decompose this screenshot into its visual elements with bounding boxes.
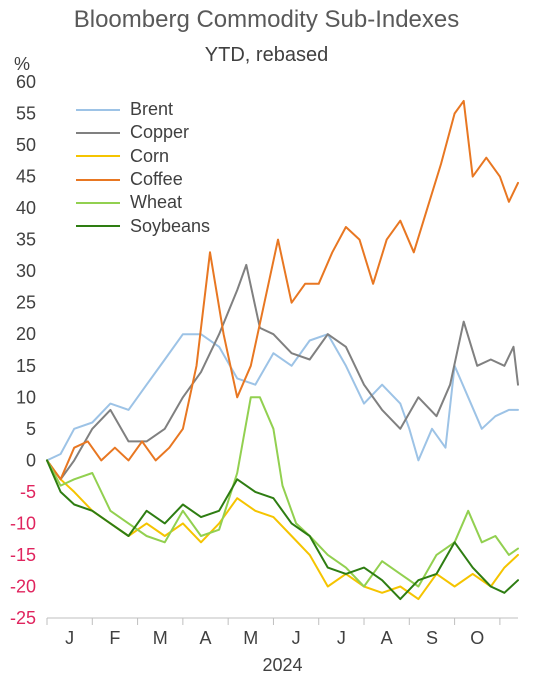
legend-swatch: [76, 178, 120, 181]
legend-item-soybeans: Soybeans: [76, 214, 210, 237]
y-tick-label: 30: [16, 261, 36, 281]
y-tick-label: -20: [10, 576, 36, 596]
legend: Brent Copper Corn Coffee Wheat Soybeans: [76, 98, 210, 238]
x-tick-label: M: [153, 628, 168, 648]
y-tick-label: 25: [16, 293, 36, 313]
x-tick-label: A: [381, 628, 393, 648]
legend-label: Brent: [130, 99, 174, 120]
legend-swatch: [76, 155, 120, 158]
x-tick-label: J: [292, 628, 301, 648]
legend-item-coffee: Coffee: [76, 168, 210, 191]
chart-subtitle: YTD, rebased: [204, 44, 329, 66]
legend-item-brent: Brent: [76, 98, 210, 121]
y-tick-label: 50: [16, 135, 36, 155]
x-tick-label: J: [65, 628, 74, 648]
y-tick-label: 10: [16, 387, 36, 407]
y-tick-label: -25: [10, 608, 36, 628]
x-tick-label: F: [109, 628, 120, 648]
legend-label: Coffee: [130, 169, 183, 190]
legend-item-corn: Corn: [76, 145, 210, 168]
y-axis-unit: %: [14, 54, 31, 74]
x-tick-label: M: [243, 628, 258, 648]
x-tick-label: O: [470, 628, 484, 648]
x-tick-label: S: [426, 628, 438, 648]
series-line-brent: [46, 333, 519, 462]
series-line-soybeans: [46, 459, 519, 601]
legend-label: Soybeans: [130, 215, 211, 236]
legend-label: Wheat: [130, 192, 183, 213]
y-tick-label: 20: [16, 324, 36, 344]
legend-swatch: [76, 131, 120, 134]
x-year-label: 2024: [262, 655, 302, 675]
legend-swatch: [76, 108, 120, 111]
y-tick-label: 60: [16, 72, 36, 92]
chart-title: Bloomberg Commodity Sub-Indexes: [73, 6, 460, 33]
legend-item-wheat: Wheat: [76, 191, 210, 214]
series-line-coffee: [46, 99, 519, 481]
y-tick-label: 5: [26, 419, 36, 439]
series-lines: [46, 99, 519, 601]
legend-swatch: [76, 225, 120, 228]
x-tick-label: A: [200, 628, 212, 648]
y-tick-label: 35: [16, 230, 36, 250]
y-tick-label: -15: [10, 545, 36, 565]
y-tick-label: 45: [16, 167, 36, 187]
y-tick-label: 0: [26, 450, 36, 470]
y-tick-label: -10: [10, 513, 36, 533]
y-tick-label: -5: [20, 482, 36, 502]
x-tick-label: J: [337, 628, 346, 648]
y-tick-label: 55: [16, 104, 36, 124]
legend-label: Corn: [130, 145, 170, 166]
legend-label: Copper: [130, 122, 190, 143]
series-line-copper: [46, 263, 519, 481]
y-tick-label: 15: [16, 356, 36, 376]
legend-item-copper: Copper: [76, 121, 210, 144]
y-tick-label: 40: [16, 198, 36, 218]
legend-swatch: [76, 201, 120, 204]
